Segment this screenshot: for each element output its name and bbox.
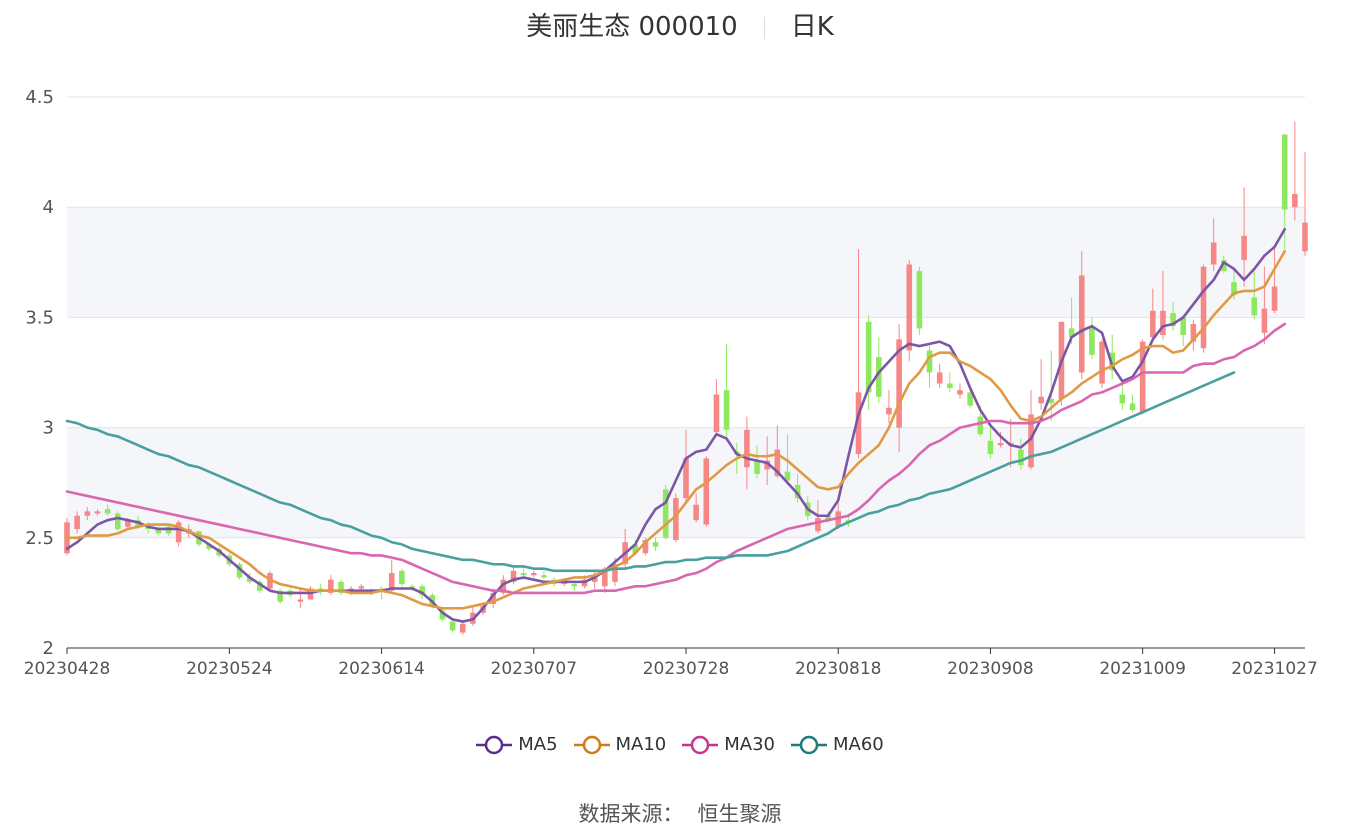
candle-body — [460, 624, 466, 633]
x-tick-label: 20230818 — [795, 659, 882, 679]
candle-body — [115, 514, 121, 529]
candle-body — [988, 441, 994, 454]
y-tick-label: 4.5 — [25, 87, 54, 108]
legend-marker-icon — [791, 735, 827, 755]
candle-body — [105, 509, 111, 513]
legend-item-ma60[interactable]: MA60 — [791, 734, 884, 755]
candle-body — [693, 505, 699, 520]
candle-body — [450, 622, 456, 631]
candle-body — [744, 430, 750, 467]
candle-body — [541, 575, 547, 577]
candle-body — [1251, 298, 1257, 316]
candle-body — [977, 417, 983, 435]
legend-marker-icon — [574, 735, 610, 755]
candle-body — [1241, 236, 1247, 260]
candle-body — [906, 265, 912, 351]
legend-label: MA30 — [724, 734, 775, 755]
candle-body — [1089, 326, 1095, 355]
candle-body — [1211, 242, 1217, 264]
candle-body — [298, 600, 304, 602]
candle-body — [653, 542, 659, 546]
legend-label: MA60 — [833, 734, 884, 755]
legend-label: MA10 — [616, 734, 667, 755]
y-tick-label: 3.5 — [25, 307, 54, 328]
plot-band — [67, 207, 1305, 317]
plot-band — [67, 538, 1305, 648]
x-tick-label: 20230524 — [186, 659, 273, 679]
x-tick-label: 20230428 — [24, 659, 111, 679]
candle-body — [521, 573, 527, 575]
candle-body — [1038, 397, 1044, 404]
candle-body — [704, 458, 710, 524]
candle-body — [85, 511, 91, 515]
candle-body — [998, 443, 1004, 445]
candle-body — [1201, 267, 1207, 349]
y-tick-label: 2 — [43, 638, 54, 659]
legend-item-ma5[interactable]: MA5 — [476, 734, 557, 755]
candle-body — [815, 518, 821, 531]
plot-band — [67, 317, 1305, 427]
candle-body — [1150, 311, 1156, 337]
candlestick-chart: 2 2.5 3 3.5 4 4.5 20230428 20230524 20230614 2023… — [0, 0, 1360, 700]
legend-marker-icon — [682, 735, 718, 755]
candle-body — [866, 322, 872, 393]
candle-body — [1099, 342, 1105, 384]
candle-body — [95, 511, 101, 513]
candle-body — [1079, 276, 1085, 373]
candle-body — [1140, 342, 1146, 413]
x-tick-label: 20231009 — [1099, 659, 1186, 679]
x-tick-label: 20230707 — [491, 659, 578, 679]
legend-marker-icon — [476, 735, 512, 755]
candle-body — [358, 586, 364, 588]
x-tick-label: 20230908 — [947, 659, 1034, 679]
candle-body — [947, 384, 953, 388]
candle-body — [886, 408, 892, 415]
candle-body — [724, 390, 730, 430]
data-source: 数据来源： 恒生聚源 — [0, 798, 1360, 828]
candle-body — [937, 373, 943, 384]
candle-body — [1262, 309, 1268, 333]
legend-item-ma30[interactable]: MA30 — [682, 734, 775, 755]
candle-body — [1130, 403, 1136, 410]
x-tick-label: 20230728 — [643, 659, 730, 679]
legend-item-ma10[interactable]: MA10 — [574, 734, 667, 755]
candle-body — [1160, 311, 1166, 335]
candle-body — [714, 395, 720, 432]
candle-body — [531, 573, 537, 575]
candle-body — [1120, 395, 1126, 404]
y-tick-label: 4 — [43, 197, 54, 218]
plot-band — [67, 97, 1305, 207]
x-tick-label: 20231027 — [1231, 659, 1318, 679]
candle-body — [1292, 194, 1298, 207]
candle-body — [399, 571, 405, 584]
candle-body — [1272, 287, 1278, 311]
legend: MA5 MA10 MA30 MA60 — [0, 734, 1360, 760]
candle-body — [1018, 450, 1024, 465]
source-value: 恒生聚源 — [698, 802, 782, 826]
candle-body — [1282, 134, 1288, 209]
candle-body — [957, 390, 963, 394]
y-tick-label: 3 — [43, 418, 54, 439]
candle-body — [754, 461, 760, 474]
source-label: 数据来源： — [579, 802, 684, 826]
candle-body — [1302, 223, 1308, 252]
y-tick-label: 2.5 — [25, 528, 54, 549]
legend-label: MA5 — [518, 734, 557, 755]
x-tick-label: 20230614 — [338, 659, 425, 679]
candle-body — [917, 271, 923, 328]
candle-body — [572, 584, 578, 586]
candle-body — [74, 516, 80, 529]
